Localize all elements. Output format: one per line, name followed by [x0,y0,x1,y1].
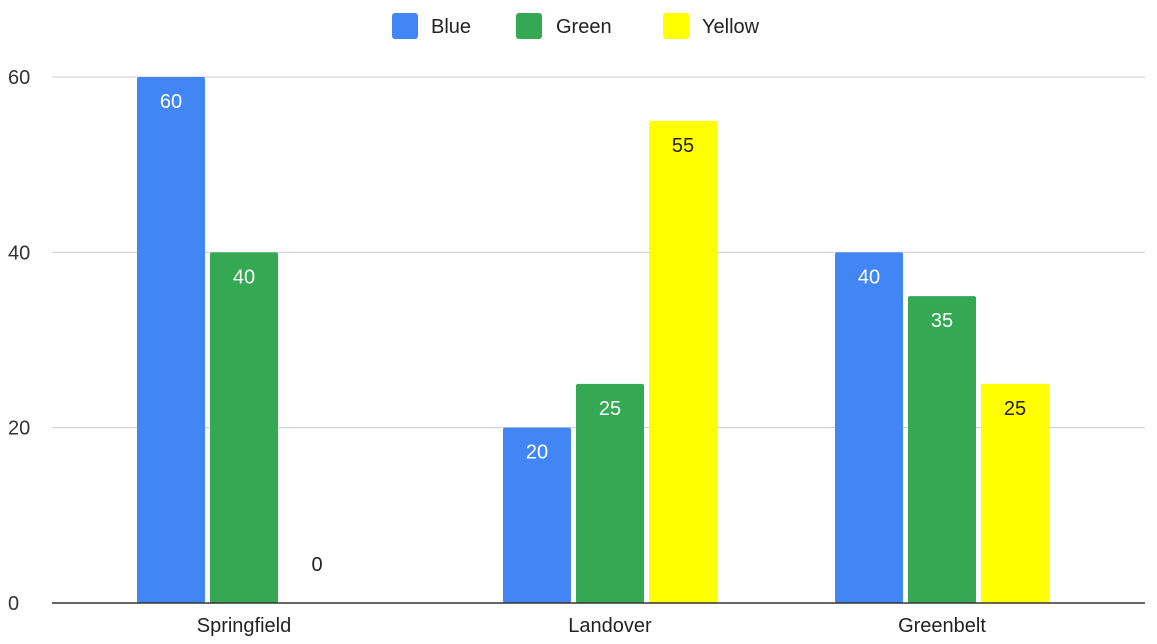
x-tick-label-springfield: Springfield [197,615,292,637]
legend: Blue Green Yellow [392,13,760,39]
data-label-yellow-springfield: 0 [311,554,322,576]
y-tick-label: 60 [8,67,30,89]
y-tick-label: 0 [8,593,19,615]
bar-green-springfield [210,252,278,604]
bar-green-greenbelt [908,296,976,603]
y-tick-label: 20 [8,418,30,440]
bar-green-landover [576,383,644,603]
data-label-green-springfield: 40 [233,266,255,288]
legend-label-yellow: Yellow [702,16,760,38]
legend-swatch-green [516,13,542,39]
legend-swatch-blue [392,13,418,39]
legend-label-blue: Blue [431,16,471,38]
x-tick-label-greenbelt: Greenbelt [898,615,986,637]
data-label-yellow-landover: 55 [672,135,694,157]
data-label-green-landover: 25 [599,398,621,420]
y-tick-label: 40 [8,242,30,264]
bar-blue-springfield [137,77,205,603]
data-label-blue-springfield: 60 [160,91,182,113]
bar-yellow-greenbelt [981,383,1049,603]
x-tick-label-landover: Landover [568,615,652,637]
bar-yellow-landover [649,120,717,603]
data-label-yellow-greenbelt: 25 [1004,398,1026,420]
data-label-blue-landover: 20 [526,442,548,464]
x-axis-tick-labels: Springfield Landover Greenbelt [197,615,987,637]
data-label-green-greenbelt: 35 [931,310,953,332]
legend-swatch-yellow [663,13,689,39]
bar-blue-landover [503,427,571,603]
bars [137,77,1049,604]
bar-blue-greenbelt [835,252,903,604]
data-label-blue-greenbelt: 40 [858,266,880,288]
y-axis-tick-labels: 0 20 40 60 [8,67,30,615]
legend-label-green: Green [556,16,612,38]
data-labels: 60 40 0 20 25 55 40 35 25 [160,91,1026,576]
